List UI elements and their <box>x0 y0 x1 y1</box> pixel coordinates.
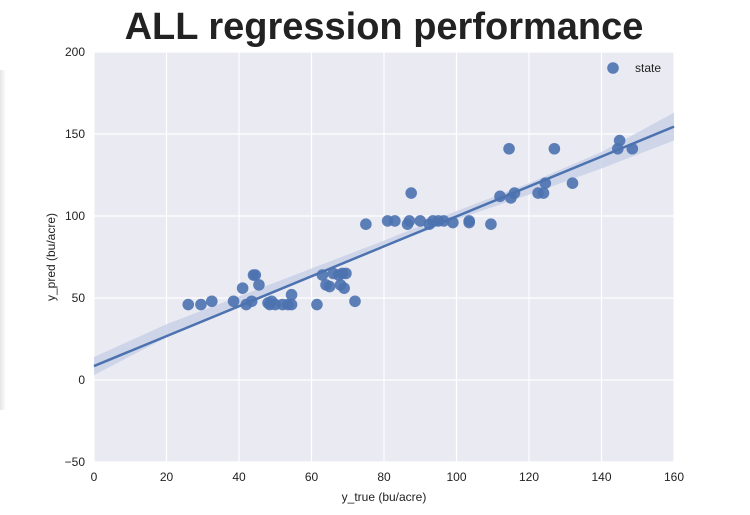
confidence-band-layer <box>94 112 674 376</box>
x-tick-label: 60 <box>305 470 319 484</box>
x-tick-label: 160 <box>664 470 684 484</box>
scatter-points <box>182 134 639 311</box>
confidence-band <box>94 112 674 376</box>
x-tick-label: 20 <box>160 470 174 484</box>
data-point <box>508 187 521 199</box>
edge-shadow <box>0 70 6 410</box>
data-point <box>438 215 450 227</box>
data-point <box>389 215 401 227</box>
data-point <box>182 298 195 311</box>
regression-line-layer <box>93 125 675 368</box>
x-tick-label: 80 <box>377 470 391 484</box>
data-point <box>537 187 550 199</box>
y-axis-label: y_pred (bu/acre) <box>44 213 58 301</box>
data-point <box>195 298 207 311</box>
x-axis-label: y_true (bu/acre) <box>342 490 427 504</box>
data-point <box>360 218 372 230</box>
tick-labels: 0 20 40 60 80 100 120 140 160 −50 0 50 100 150 200 <box>65 45 685 484</box>
x-tick-label: 120 <box>519 470 539 484</box>
legend: state <box>607 61 661 75</box>
data-point <box>349 295 361 308</box>
data-point <box>285 288 298 301</box>
data-point <box>236 282 249 294</box>
data-point <box>340 267 352 280</box>
legend-marker <box>607 62 619 74</box>
data-point <box>626 142 639 155</box>
x-tick-label: 140 <box>591 470 611 484</box>
data-point <box>494 190 506 203</box>
data-point <box>285 298 298 311</box>
data-point <box>503 142 515 155</box>
data-point <box>539 177 552 189</box>
y-tick-label: 0 <box>78 373 85 387</box>
legend-label: state <box>635 61 661 75</box>
data-point <box>338 282 350 294</box>
y-tick-label: 150 <box>65 127 85 141</box>
regression-line <box>93 125 675 368</box>
y-tick-label: 50 <box>72 291 86 305</box>
data-point <box>323 280 336 293</box>
x-tick-label: 100 <box>446 470 466 484</box>
y-tick-label: 100 <box>65 209 85 223</box>
data-point <box>253 279 265 291</box>
y-tick-label: −50 <box>65 455 86 469</box>
data-point <box>447 216 459 229</box>
data-point <box>206 295 218 308</box>
data-point <box>227 295 240 308</box>
data-point <box>613 134 626 147</box>
data-point <box>311 298 323 311</box>
data-point <box>405 187 417 199</box>
data-point <box>485 218 497 230</box>
data-point <box>548 142 561 155</box>
data-point <box>245 295 258 308</box>
x-tick-label: 40 <box>232 470 246 484</box>
data-point <box>414 215 427 227</box>
data-point <box>316 269 329 281</box>
data-point <box>566 177 579 189</box>
grid-lines <box>93 51 675 463</box>
data-point <box>463 216 475 229</box>
x-tick-label: 0 <box>91 470 98 484</box>
data-point <box>249 269 262 281</box>
data-point <box>403 215 416 227</box>
y-tick-label: 200 <box>65 45 85 59</box>
chart-title: ALL regression performance <box>124 6 644 48</box>
